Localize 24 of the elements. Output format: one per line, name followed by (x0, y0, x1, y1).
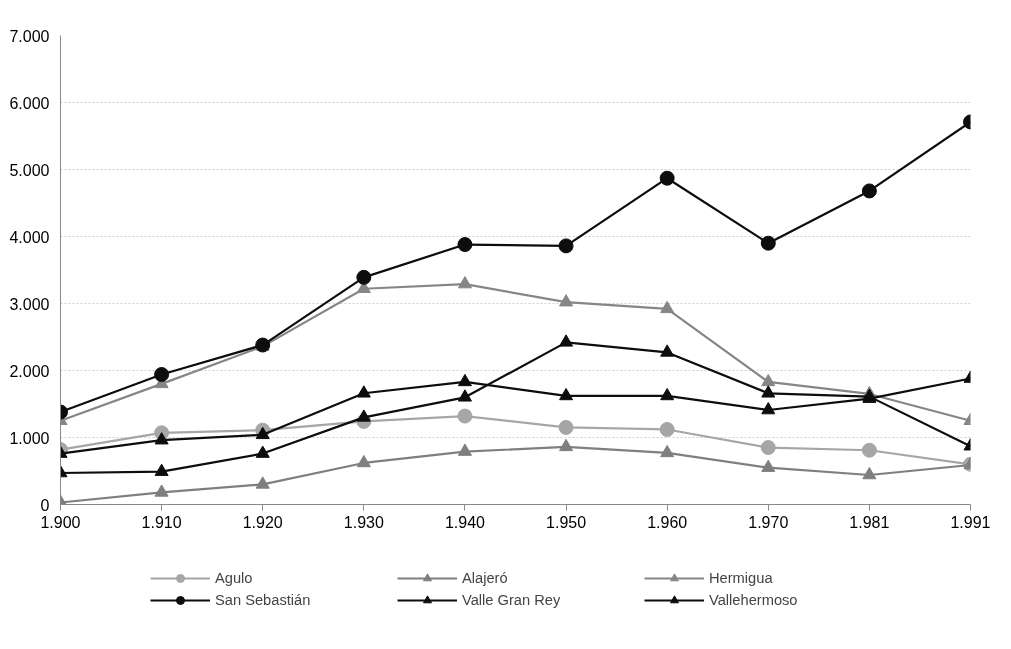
y-tick-label: 6.000 (9, 94, 50, 112)
y-tick-label: 2.000 (9, 362, 50, 380)
y-tick-label: 5.000 (9, 161, 50, 179)
x-tick-label: 1.991 (950, 513, 991, 531)
legend-label: Vallehermoso (709, 592, 799, 608)
y-tick-label: 4.000 (9, 228, 50, 246)
x-tick-label: 1.900 (40, 513, 81, 531)
x-tick-label: 1.920 (242, 513, 283, 531)
x-tick-label: 1.981 (849, 513, 890, 531)
x-tick-label: 1.910 (141, 513, 182, 531)
legend-label: San Sebastián (215, 592, 312, 608)
y-tick-label: 7.000 (9, 27, 50, 45)
y-tick-label: 3.000 (9, 295, 50, 313)
x-tick-label: 1.930 (343, 513, 384, 531)
legend-label: Agulo (215, 570, 254, 586)
x-tick-label: 1.940 (444, 513, 486, 531)
legend-label: Alajeró (462, 570, 509, 586)
y-tick-label: 1.000 (9, 429, 50, 447)
y-tick-label: 0 (40, 496, 50, 514)
legend-label: Hermigua (709, 570, 774, 586)
x-tick-label: 1.950 (546, 513, 587, 531)
x-tick-label: 1.960 (647, 513, 688, 531)
x-tick-label: 1.970 (748, 513, 789, 531)
legend-label: Valle Gran Rey (462, 592, 562, 608)
